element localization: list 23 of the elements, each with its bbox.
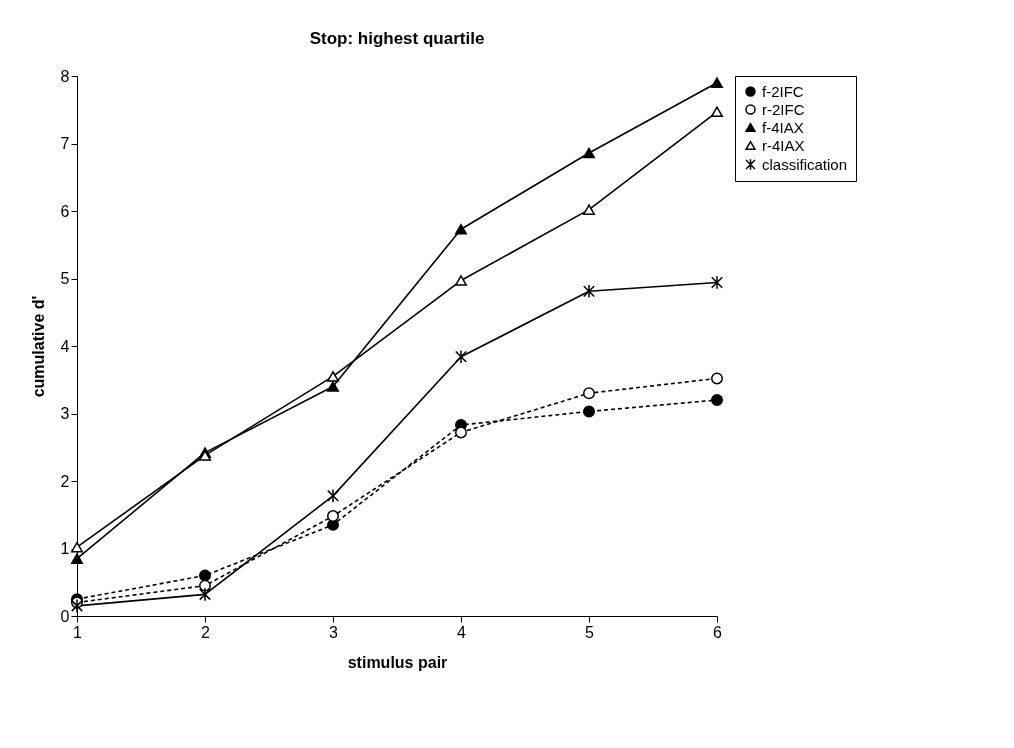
y-tick-label: 6 <box>60 202 70 220</box>
y-tick-label: 4 <box>60 337 70 355</box>
y-axis-title: cumulative d' <box>29 295 47 398</box>
legend-label: r-2IFC <box>762 100 805 118</box>
y-tick-label: 0 <box>60 607 70 625</box>
legend-label: r-4IAX <box>762 136 805 154</box>
x-tick-label: 4 <box>457 623 467 641</box>
legend-label: f-2IFC <box>762 82 804 100</box>
x-tick-label: 2 <box>201 623 211 641</box>
y-tick-label: 3 <box>60 405 70 422</box>
x-tick-label: 3 <box>329 623 339 641</box>
x-tick-label: 5 <box>585 623 595 641</box>
y-tick-label: 5 <box>60 270 70 287</box>
y-tick-label: 8 <box>60 67 70 85</box>
legend-label: f-4IAX <box>762 118 804 136</box>
y-tick-label: 2 <box>60 472 70 490</box>
y-tick-label: 1 <box>60 540 70 557</box>
x-axis-title: stimulus pair <box>347 653 448 671</box>
legend-label: classification <box>762 155 848 173</box>
chart-title: Stop: highest quartile <box>309 29 485 48</box>
x-tick-label: 1 <box>73 623 83 641</box>
y-tick-label: 7 <box>60 135 70 152</box>
x-tick-label: 6 <box>713 623 723 641</box>
